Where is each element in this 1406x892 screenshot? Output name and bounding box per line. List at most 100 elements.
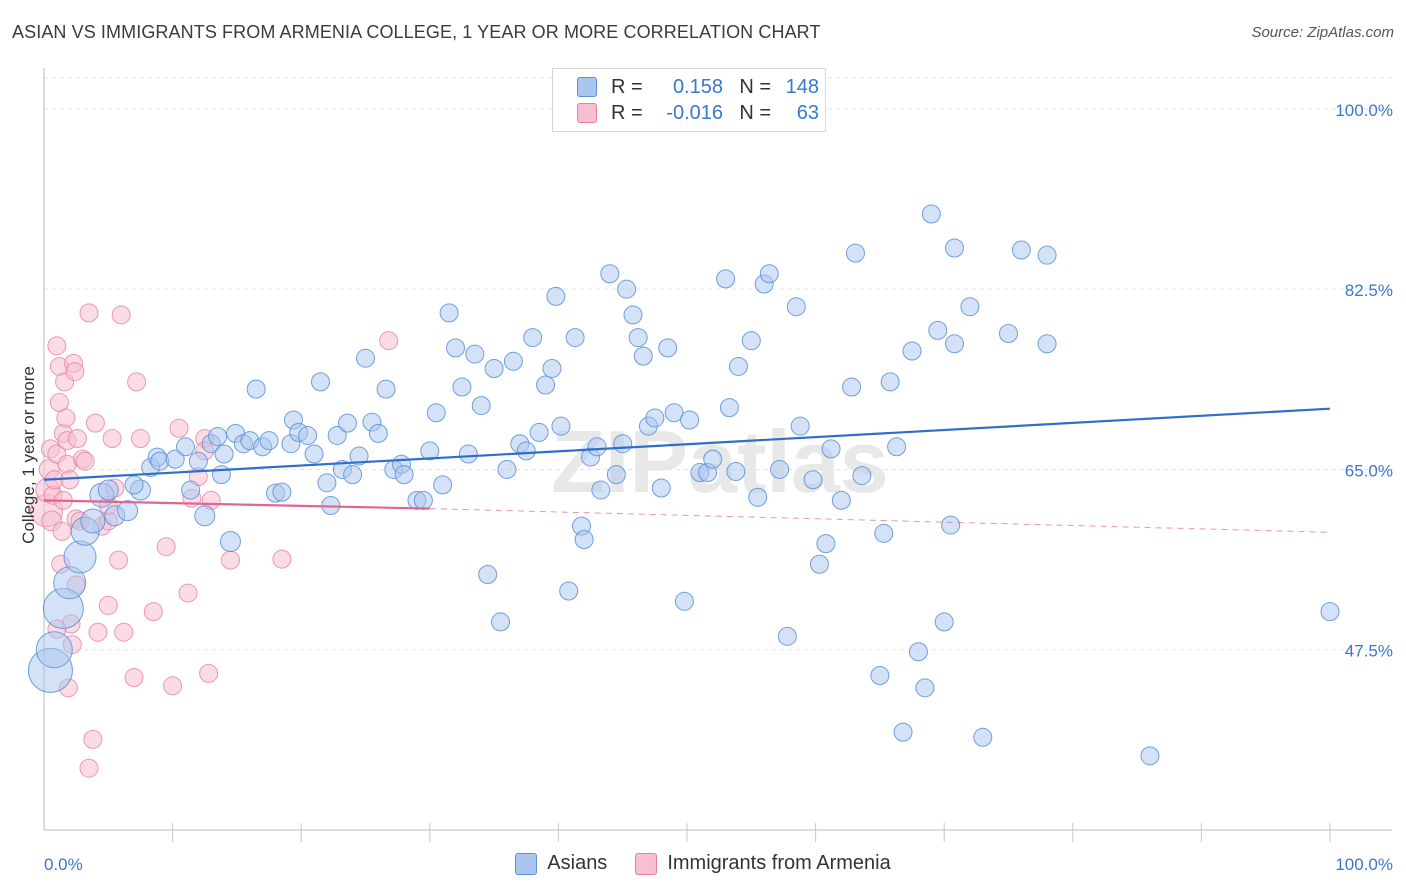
data-point-asians — [452, 377, 472, 397]
data-point-asians — [623, 305, 643, 325]
data-point-armenia — [163, 676, 183, 696]
data-point-asians — [439, 303, 459, 323]
data-point-asians — [591, 480, 611, 500]
data-point-asians — [471, 396, 491, 416]
data-point-asians — [523, 328, 543, 348]
data-point-asians — [915, 678, 935, 698]
data-point-asians — [465, 344, 485, 364]
data-point-armenia — [52, 521, 72, 541]
legend-row-asians: R = 0.158 N = 148 — [577, 74, 819, 100]
data-point-armenia — [379, 331, 399, 351]
data-point-armenia — [56, 408, 76, 428]
data-point-asians — [617, 279, 637, 299]
data-point-asians — [726, 462, 746, 482]
data-point-asians — [741, 331, 761, 351]
data-point-asians — [458, 444, 478, 464]
data-point-asians — [887, 437, 907, 457]
data-point-asians — [651, 478, 671, 498]
data-point-asians — [786, 297, 806, 317]
data-point-asians — [816, 534, 836, 554]
data-point-armenia — [75, 451, 95, 471]
data-point-asians — [165, 449, 185, 469]
data-point-asians — [497, 459, 517, 479]
legend-r-value: 0.158 — [672, 75, 723, 98]
data-point-asians — [97, 479, 119, 501]
data-point-asians — [587, 437, 607, 457]
data-point-asians — [298, 425, 318, 445]
legend-item-armenia[interactable]: Immigrants from Armenia — [635, 852, 891, 875]
data-point-asians — [928, 320, 948, 340]
legend-r-label: R = — [611, 101, 643, 124]
data-point-asians — [999, 323, 1018, 343]
data-point-asians — [565, 328, 585, 348]
legend-n-label: N = — [739, 75, 771, 98]
legend-swatch-pink — [635, 852, 658, 875]
legend-n-value: 148 — [785, 75, 819, 98]
data-point-asians — [433, 475, 453, 495]
series-legend: Asians Immigrants from Armenia — [0, 852, 1406, 875]
data-point-asians — [420, 441, 440, 461]
data-point-asians — [259, 431, 279, 451]
data-point-armenia — [130, 429, 150, 449]
data-point-asians — [809, 554, 829, 574]
data-point-armenia — [114, 622, 134, 642]
data-point-asians — [1011, 240, 1031, 260]
data-point-armenia — [169, 418, 189, 438]
data-point-armenia — [111, 305, 131, 325]
data-point-asians — [845, 243, 865, 263]
data-point-asians — [117, 500, 139, 522]
legend-item-asians[interactable]: Asians — [515, 852, 607, 875]
data-point-asians — [719, 398, 739, 418]
data-point-asians — [606, 465, 626, 485]
data-point-asians — [628, 328, 648, 348]
data-point-armenia — [47, 336, 67, 356]
gridlines — [44, 77, 1392, 651]
data-point-asians — [852, 466, 872, 486]
x-tick-label: 0.0% — [44, 855, 83, 874]
data-point-asians — [478, 565, 498, 585]
data-point-asians — [664, 403, 684, 423]
y-axis-label: College, 1 year or more — [19, 366, 38, 544]
data-point-asians — [413, 490, 433, 510]
data-point-asians — [748, 487, 768, 507]
data-point-asians — [716, 269, 736, 289]
source-label: Source: ZipAtlas.com — [1251, 24, 1394, 41]
data-point-asians — [728, 356, 748, 376]
data-point-asians — [188, 451, 208, 471]
data-point-asians — [546, 286, 566, 306]
data-point-asians — [842, 377, 862, 397]
legend-label-armenia: Immigrants from Armenia — [667, 852, 891, 874]
y-tick-label: 100.0% — [1335, 101, 1393, 120]
data-point-armenia — [124, 668, 144, 688]
data-point-asians — [777, 626, 797, 646]
trend-line-armenia — [43, 499, 430, 510]
legend-swatch-blue — [515, 852, 538, 875]
data-point-armenia — [199, 663, 219, 683]
data-point-asians — [491, 612, 511, 632]
data-point-asians — [503, 351, 523, 371]
data-point-asians — [394, 465, 414, 485]
data-point-asians — [973, 727, 993, 747]
data-point-asians — [633, 346, 653, 366]
x-tick-label: 100.0% — [1335, 855, 1393, 874]
data-point-asians — [645, 408, 665, 428]
legend-row-armenia: R = -0.016 N = 63 — [577, 100, 819, 126]
data-point-asians — [214, 444, 234, 464]
data-point-asians — [559, 581, 579, 601]
data-point-asians — [893, 722, 913, 742]
data-point-armenia — [88, 622, 108, 642]
data-point-armenia — [220, 550, 240, 570]
data-point-armenia — [65, 362, 85, 382]
data-point-asians — [770, 459, 790, 479]
data-point-asians — [658, 338, 678, 358]
legend-label-asians: Asians — [547, 852, 608, 874]
data-point-armenia — [85, 413, 105, 433]
data-point-asians — [529, 422, 549, 442]
data-point-asians — [870, 665, 890, 685]
data-point-asians — [310, 372, 330, 392]
data-point-asians — [551, 416, 571, 436]
data-point-asians — [542, 358, 562, 378]
trend-line-asians — [43, 407, 1331, 481]
data-point-asians — [821, 439, 841, 459]
chart-title: ASIAN VS IMMIGRANTS FROM ARMENIA COLLEGE… — [12, 22, 821, 42]
